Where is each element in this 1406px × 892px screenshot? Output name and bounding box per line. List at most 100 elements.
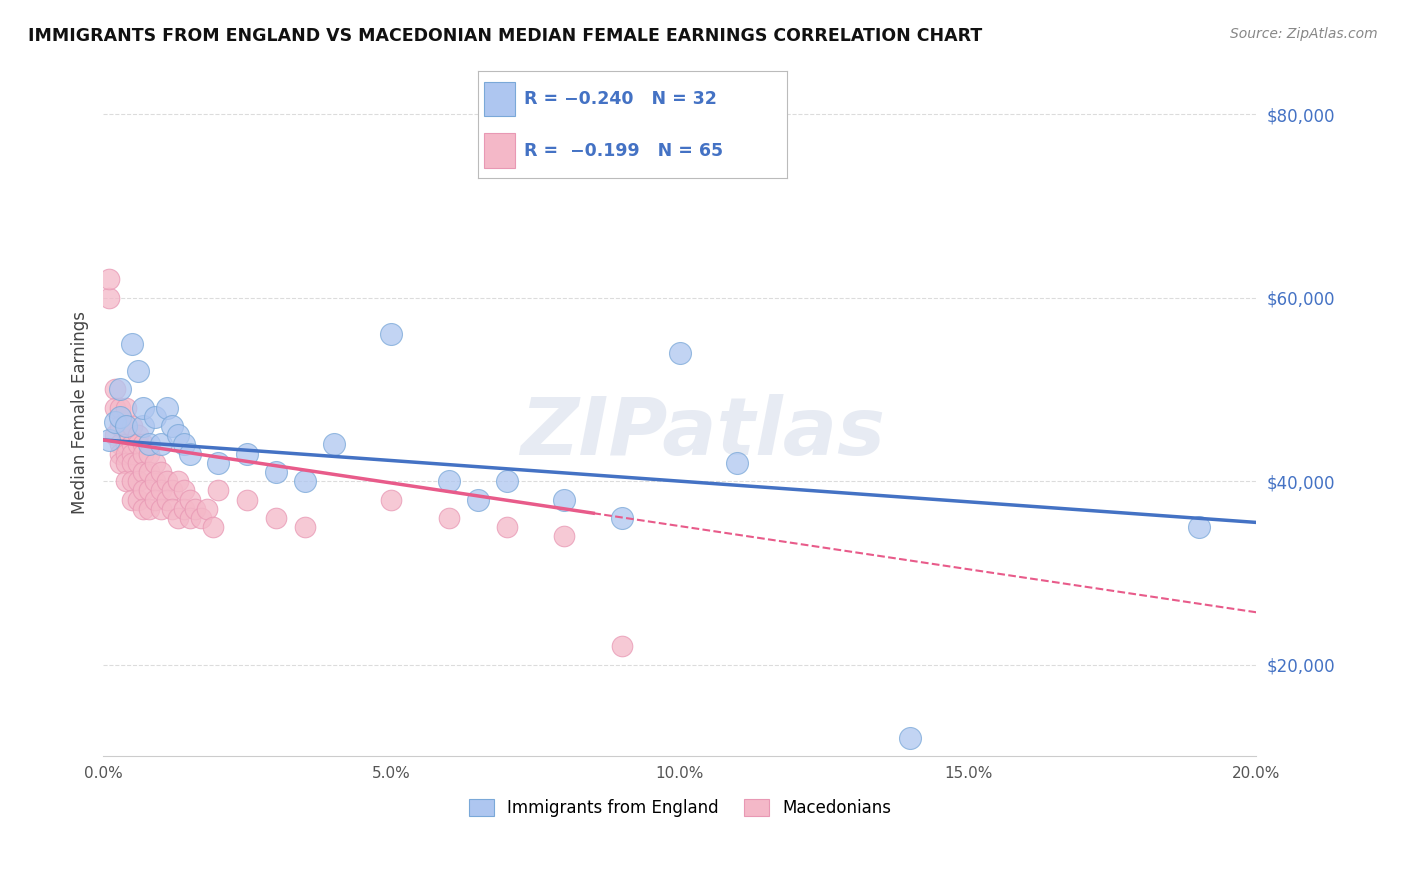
Point [104,428,127,442]
Point [207,456,229,470]
Point [138,483,160,498]
Text: ZIPatlas: ZIPatlas [520,394,886,472]
Point [132,465,155,479]
Point [143,474,166,488]
Point [149,465,172,479]
Point [294,474,316,488]
Point [201,520,224,534]
Point [115,474,138,488]
Point [115,456,138,470]
Point [553,492,575,507]
Point [121,456,143,470]
Point [127,428,149,442]
Point [162,483,184,498]
Point [610,639,633,653]
Point [121,447,143,461]
Point [162,419,184,434]
Bar [484,134,515,168]
Point [173,483,195,498]
Point [553,529,575,543]
Point [179,447,201,461]
Point [162,501,184,516]
Text: R =  −0.199   N = 65: R = −0.199 N = 65 [524,142,724,160]
Point [495,474,517,488]
Point [132,437,155,451]
Point [132,401,155,415]
Point [190,511,212,525]
Point [173,501,195,516]
Point [495,520,517,534]
Point [97,291,120,305]
Point [610,511,633,525]
Point [207,483,229,498]
Point [121,492,143,507]
Point [121,474,143,488]
Point [380,327,402,342]
Point [167,474,190,488]
Point [104,415,127,429]
Point [132,419,155,434]
Point [132,447,155,461]
Point [110,419,132,434]
Point [149,437,172,451]
Point [179,492,201,507]
Point [179,511,201,525]
Point [149,501,172,516]
Point [115,419,138,434]
Point [127,474,149,488]
Point [173,437,195,451]
Point [127,364,149,378]
Point [110,437,132,451]
Point [167,428,190,442]
Point [115,419,138,434]
Point [110,383,132,397]
Point [143,456,166,470]
Point [138,437,160,451]
Point [264,465,287,479]
Point [195,501,218,516]
Text: R = −0.240   N = 32: R = −0.240 N = 32 [524,90,717,108]
Point [138,447,160,461]
Point [115,437,138,451]
Bar [484,82,515,116]
Point [138,465,160,479]
Point [110,456,132,470]
Y-axis label: Median Female Earnings: Median Female Earnings [72,311,89,514]
Point [143,409,166,424]
Point [184,501,207,516]
Point [104,401,127,415]
Point [115,447,138,461]
Point [110,401,132,415]
Point [380,492,402,507]
Point [104,383,127,397]
Point [264,511,287,525]
Point [725,456,748,470]
Point [127,437,149,451]
Point [155,401,177,415]
Point [236,447,259,461]
Point [900,731,922,745]
Point [97,272,120,286]
Text: Source: ZipAtlas.com: Source: ZipAtlas.com [1230,27,1378,41]
Point [138,501,160,516]
Point [155,474,177,488]
Point [467,492,489,507]
Point [127,456,149,470]
Point [155,492,177,507]
Point [167,511,190,525]
Point [668,346,690,360]
Point [437,474,460,488]
Point [132,483,155,498]
Point [437,511,460,525]
Point [121,437,143,451]
Point [322,437,344,451]
Point [236,492,259,507]
Point [127,492,149,507]
Point [294,520,316,534]
Text: IMMIGRANTS FROM ENGLAND VS MACEDONIAN MEDIAN FEMALE EARNINGS CORRELATION CHART: IMMIGRANTS FROM ENGLAND VS MACEDONIAN ME… [28,27,983,45]
Point [1188,520,1211,534]
Point [97,433,120,447]
Point [132,501,155,516]
Point [143,492,166,507]
Point [149,483,172,498]
